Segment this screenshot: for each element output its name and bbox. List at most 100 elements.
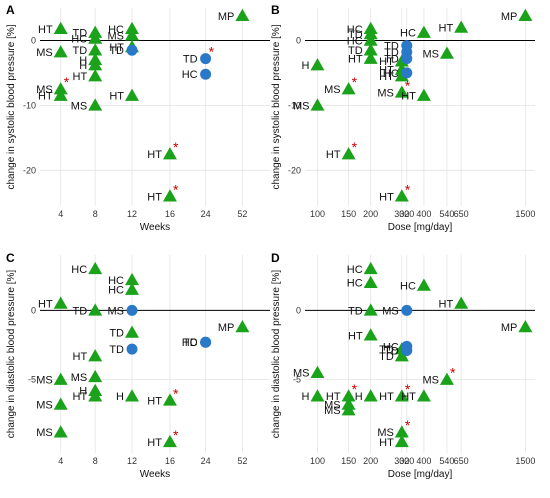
- data-point-triangle: [363, 303, 378, 316]
- data-point-triangle: [53, 21, 68, 35]
- point-label: TD: [379, 344, 394, 356]
- y-tick-label: -20: [23, 165, 36, 175]
- y-tick-label: -5: [293, 375, 301, 385]
- data-point-triangle: [310, 365, 325, 378]
- point-label: TD: [348, 45, 363, 57]
- x-tick-label: 400: [416, 209, 431, 219]
- point-label: TD: [109, 45, 124, 57]
- point-label: MS: [382, 305, 399, 317]
- point-label: MS: [71, 100, 88, 112]
- data-point-triangle: [88, 303, 103, 316]
- point-label: HC: [400, 280, 416, 292]
- x-axis-label: Weeks: [140, 469, 170, 480]
- data-point-triangle: [394, 349, 409, 362]
- point-label: HT: [109, 42, 124, 54]
- point-label: HT: [38, 91, 53, 103]
- data-point-triangle: [394, 389, 409, 402]
- significance-asterisk: *: [405, 417, 411, 433]
- x-tick-label: 200: [363, 456, 378, 466]
- point-label: H: [79, 55, 87, 67]
- x-tick-label: 16: [165, 209, 175, 219]
- x-tick-label: 200: [363, 209, 378, 219]
- significance-asterisk: *: [173, 139, 179, 155]
- x-tick-label: 12: [127, 209, 137, 219]
- x-tick-label: 150: [341, 456, 356, 466]
- data-point-triangle: [363, 33, 378, 46]
- panel-letter: A: [6, 3, 15, 17]
- data-point-triangle: [162, 147, 177, 160]
- point-label: HC: [71, 264, 87, 276]
- data-point-triangle: [518, 8, 533, 22]
- point-label: MS: [71, 372, 88, 384]
- data-point-triangle: [454, 296, 469, 309]
- x-tick-label: 320: [399, 209, 414, 219]
- x-axis-label: Dose [mg/day]: [388, 469, 453, 480]
- x-tick-label: 540: [439, 209, 454, 219]
- x-tick-label: 24: [201, 456, 211, 466]
- x-tick-label: 650: [454, 456, 469, 466]
- point-label: MS: [377, 427, 394, 439]
- panel-c: 4 8 12 16 24 52 0 -5 Weeks change in diastolic bl…: [6, 251, 270, 480]
- point-label: TD: [384, 47, 399, 59]
- data-point-triangle: [394, 189, 409, 202]
- x-axis-label: Weeks: [140, 222, 170, 233]
- y-tick-label: -20: [288, 165, 301, 175]
- data-point-triangle: [416, 389, 431, 402]
- point-label: HT: [147, 149, 162, 161]
- data-point-triangle: [162, 189, 177, 202]
- point-label: TD: [379, 351, 394, 363]
- significance-asterisk: *: [173, 385, 179, 401]
- point-label: MS: [36, 47, 53, 59]
- data-point-triangle: [394, 85, 409, 98]
- data-point-triangle: [341, 403, 356, 416]
- x-tick-label: 52: [237, 456, 247, 466]
- data-point-circle: [401, 53, 413, 65]
- data-point-triangle: [125, 28, 139, 41]
- data-point-triangle: [53, 397, 68, 410]
- point-label: HC: [383, 341, 399, 353]
- point-label: MS: [324, 84, 341, 96]
- point-label: HT: [379, 56, 394, 68]
- data-point-circle: [401, 345, 413, 357]
- point-label: TD: [109, 328, 124, 340]
- data-point-triangle: [363, 328, 378, 341]
- y-tick-label: 0: [296, 305, 301, 315]
- point-label: MS: [36, 375, 53, 387]
- data-point-triangle: [310, 98, 325, 111]
- panel-letter: C: [6, 251, 15, 265]
- x-tick-label: 300: [394, 209, 409, 219]
- data-point-triangle: [125, 88, 139, 101]
- significance-asterisk: *: [209, 44, 215, 60]
- point-label: HC: [347, 278, 363, 290]
- point-label: MP: [218, 322, 235, 334]
- point-label: HC: [347, 35, 363, 47]
- data-point-circle: [200, 68, 212, 80]
- point-label: HT: [379, 71, 394, 83]
- data-point-circle: [401, 67, 413, 79]
- data-point-triangle: [363, 261, 378, 275]
- data-point-triangle: [88, 52, 103, 66]
- point-label: H: [79, 60, 87, 72]
- significance-asterisk: *: [405, 381, 411, 397]
- point-label: TD: [384, 54, 399, 66]
- data-point-triangle: [235, 8, 250, 22]
- point-label: HC: [182, 69, 198, 81]
- significance-asterisk: *: [405, 181, 411, 197]
- x-tick-label: 52: [237, 209, 247, 219]
- significance-asterisk: *: [352, 381, 358, 397]
- point-label: MS: [293, 368, 310, 380]
- data-point-triangle: [53, 372, 68, 385]
- significance-asterisk: *: [405, 77, 411, 93]
- y-tick-label: 0: [31, 35, 36, 45]
- point-label: MS: [422, 375, 439, 387]
- point-label: HT: [109, 91, 124, 103]
- data-point-triangle: [394, 434, 409, 448]
- x-tick-label: 320: [399, 456, 414, 466]
- data-point-triangle: [125, 325, 139, 338]
- point-label: HT: [73, 351, 88, 363]
- x-tick-label: 540: [439, 456, 454, 466]
- point-label: MS: [377, 87, 394, 99]
- x-tick-label: 16: [165, 456, 175, 466]
- point-label: HT: [348, 330, 363, 342]
- point-label: TD: [384, 41, 399, 53]
